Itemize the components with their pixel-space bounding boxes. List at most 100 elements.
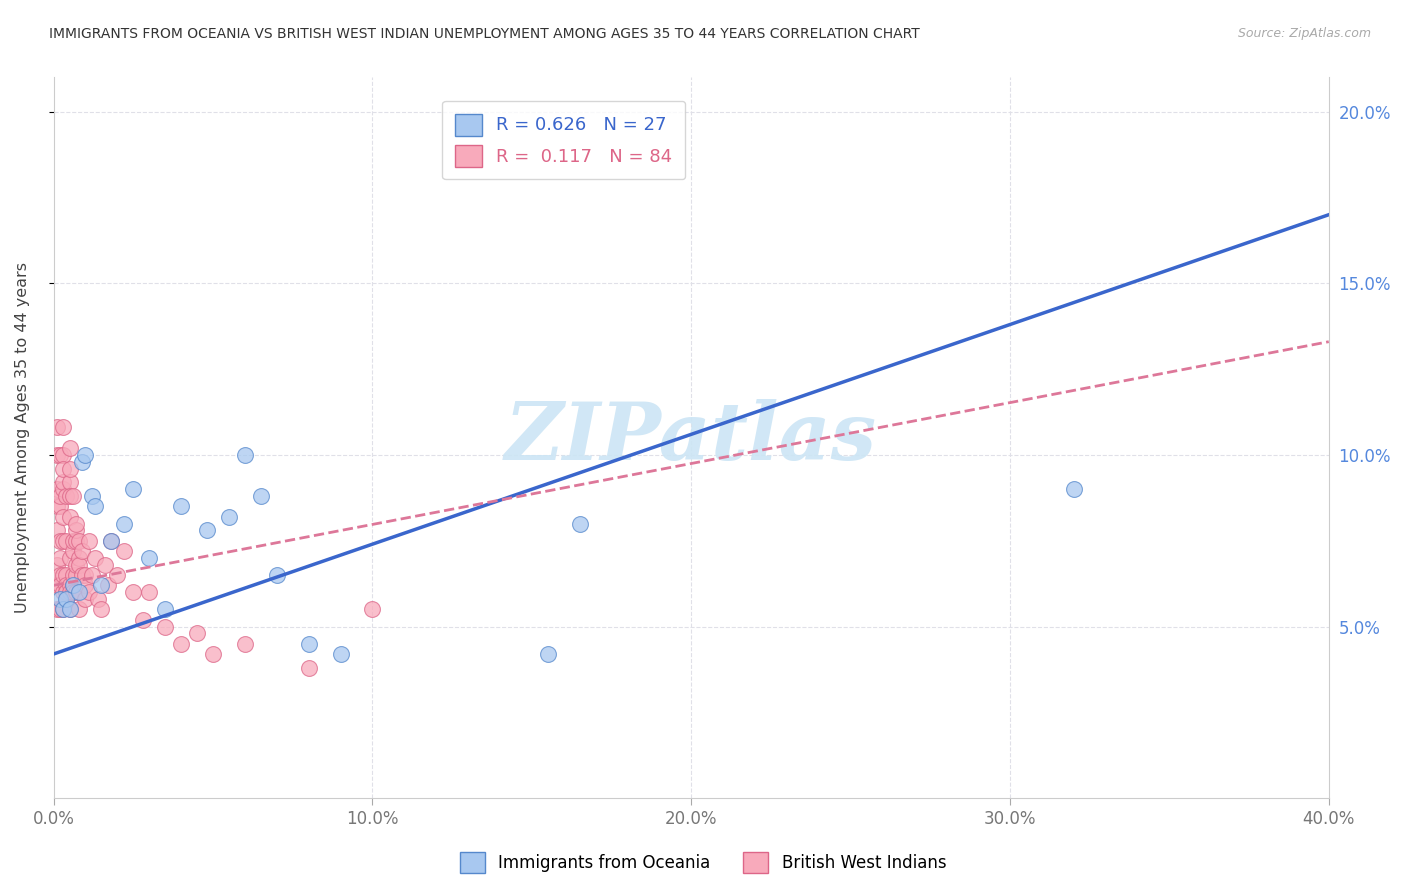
Point: [77, 533, 100, 548]
Point: [55, 568, 77, 582]
Point: [52, 483, 75, 497]
Point: [218, 509, 240, 524]
Point: [77, 585, 100, 599]
Point: [45, 420, 67, 434]
Point: [58, 585, 80, 599]
Point: [58, 578, 80, 592]
Point: [55, 585, 77, 599]
Point: [45, 558, 67, 572]
Point: [65, 533, 87, 548]
Text: ZIPatlas: ZIPatlas: [505, 399, 877, 476]
Point: [75, 568, 97, 582]
Point: [122, 483, 145, 497]
Point: [138, 585, 160, 599]
Point: [62, 533, 84, 548]
Point: [80, 489, 103, 503]
Point: [58, 489, 80, 503]
Point: [67, 602, 90, 616]
Point: [58, 509, 80, 524]
Point: [298, 661, 321, 675]
Point: [52, 568, 75, 582]
Point: [250, 489, 273, 503]
Point: [233, 637, 256, 651]
Y-axis label: Unemployment Among Ages 35 to 44 years: Unemployment Among Ages 35 to 44 years: [15, 262, 30, 614]
Point: [75, 448, 97, 462]
Point: [62, 578, 84, 592]
Point: [52, 585, 75, 599]
Point: [45, 524, 67, 538]
Point: [75, 592, 97, 607]
Point: [55, 592, 77, 607]
Point: [52, 475, 75, 490]
Point: [72, 544, 94, 558]
Point: [90, 578, 112, 592]
Point: [52, 533, 75, 548]
Point: [67, 550, 90, 565]
Point: [100, 533, 122, 548]
Point: [45, 448, 67, 462]
Point: [62, 568, 84, 582]
Point: [170, 637, 193, 651]
Point: [62, 489, 84, 503]
Legend: R = 0.626   N = 27, R =  0.117   N = 84: R = 0.626 N = 27, R = 0.117 N = 84: [443, 101, 685, 179]
Point: [65, 585, 87, 599]
Point: [49, 592, 72, 607]
Text: Source: ZipAtlas.com: Source: ZipAtlas.com: [1237, 27, 1371, 40]
Point: [298, 637, 321, 651]
Point: [45, 483, 67, 497]
Legend: Immigrants from Oceania, British West Indians: Immigrants from Oceania, British West In…: [453, 846, 953, 880]
Point: [195, 524, 218, 538]
Point: [55, 578, 77, 592]
Point: [49, 550, 72, 565]
Point: [153, 602, 176, 616]
Point: [52, 448, 75, 462]
Point: [201, 647, 224, 661]
Point: [52, 602, 75, 616]
Point: [55, 592, 77, 607]
Point: [100, 533, 122, 548]
Point: [1063, 483, 1085, 497]
Point: [55, 533, 77, 548]
Point: [568, 516, 591, 531]
Text: IMMIGRANTS FROM OCEANIA VS BRITISH WEST INDIAN UNEMPLOYMENT AMONG AGES 35 TO 44 : IMMIGRANTS FROM OCEANIA VS BRITISH WEST …: [49, 27, 920, 41]
Point: [58, 475, 80, 490]
Point: [80, 568, 103, 582]
Point: [329, 647, 352, 661]
Point: [55, 489, 77, 503]
Point: [84, 500, 107, 514]
Point: [49, 448, 72, 462]
Point: [52, 461, 75, 475]
Point: [72, 568, 94, 582]
Point: [58, 441, 80, 455]
Point: [97, 578, 120, 592]
Point: [87, 592, 110, 607]
Point: [62, 585, 84, 599]
Point: [90, 602, 112, 616]
Point: [58, 550, 80, 565]
Point: [55, 585, 77, 599]
Point: [52, 509, 75, 524]
Point: [186, 626, 208, 640]
Point: [361, 602, 384, 616]
Point: [233, 448, 256, 462]
Point: [52, 602, 75, 616]
Point: [122, 585, 145, 599]
Point: [65, 568, 87, 582]
Point: [58, 602, 80, 616]
Point: [65, 524, 87, 538]
Point: [65, 558, 87, 572]
Point: [58, 602, 80, 616]
Point: [105, 568, 128, 582]
Point: [537, 647, 560, 661]
Point: [62, 544, 84, 558]
Point: [67, 558, 90, 572]
Point: [170, 500, 193, 514]
Point: [153, 619, 176, 633]
Point: [65, 516, 87, 531]
Point: [138, 550, 160, 565]
Point: [62, 578, 84, 592]
Point: [132, 613, 155, 627]
Point: [93, 558, 115, 572]
Point: [49, 489, 72, 503]
Point: [58, 461, 80, 475]
